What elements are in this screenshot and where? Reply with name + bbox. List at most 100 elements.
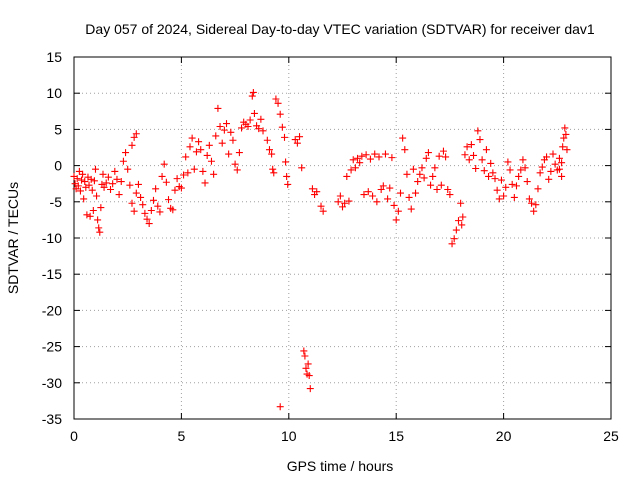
data-point xyxy=(124,165,132,173)
data-point xyxy=(458,221,466,229)
data-point xyxy=(555,154,563,162)
data-point xyxy=(235,149,243,157)
data-point xyxy=(223,120,231,128)
data-point xyxy=(305,372,313,380)
data-point xyxy=(263,136,271,144)
data-point xyxy=(409,165,417,173)
data-point xyxy=(343,172,351,180)
data-point xyxy=(519,156,527,164)
data-point xyxy=(351,164,359,172)
data-point xyxy=(111,167,119,175)
data-point xyxy=(399,134,407,142)
data-point xyxy=(87,175,95,183)
data-point xyxy=(487,159,495,167)
x-axis-label: GPS time / hours xyxy=(287,458,394,474)
data-point xyxy=(283,172,291,180)
data-point xyxy=(201,179,209,187)
data-point xyxy=(214,104,222,112)
data-point xyxy=(80,195,88,203)
y-tick-label: -5 xyxy=(50,194,63,210)
data-point xyxy=(491,175,499,183)
data-point xyxy=(248,92,256,100)
data-point xyxy=(177,184,185,192)
y-tick-label: -30 xyxy=(42,375,62,391)
data-point xyxy=(298,164,306,172)
data-point xyxy=(435,152,443,160)
data-point xyxy=(137,193,145,201)
x-tick-label: 5 xyxy=(178,428,186,444)
data-point xyxy=(216,123,224,131)
data-points xyxy=(70,88,571,411)
data-point xyxy=(259,127,267,135)
data-point xyxy=(379,182,387,190)
data-point xyxy=(349,156,357,164)
data-point xyxy=(561,124,569,132)
data-point xyxy=(130,207,138,215)
data-point xyxy=(369,192,377,200)
data-point xyxy=(480,167,488,175)
data-point xyxy=(119,157,127,165)
data-point xyxy=(405,193,413,201)
data-point xyxy=(345,197,353,205)
data-point xyxy=(182,153,190,161)
data-point xyxy=(218,139,226,147)
data-point xyxy=(384,195,392,203)
data-point xyxy=(229,136,237,144)
data-point xyxy=(517,166,525,174)
y-tick-label: 0 xyxy=(54,158,62,174)
data-point xyxy=(83,211,91,219)
data-point xyxy=(446,191,454,199)
data-point xyxy=(128,141,136,149)
data-point xyxy=(497,176,505,184)
data-point xyxy=(199,167,207,175)
data-point xyxy=(197,146,205,154)
data-point xyxy=(317,202,325,210)
data-point xyxy=(392,216,400,224)
data-point xyxy=(532,201,540,209)
data-point xyxy=(207,157,215,165)
data-point xyxy=(91,165,99,173)
data-point xyxy=(132,189,140,197)
data-point xyxy=(403,170,411,178)
data-point xyxy=(448,240,456,248)
data-point xyxy=(188,134,196,142)
data-point xyxy=(74,182,82,190)
data-point xyxy=(78,176,86,184)
data-point xyxy=(304,360,312,368)
data-point xyxy=(381,150,389,158)
data-point xyxy=(134,180,142,188)
y-tick-label: 15 xyxy=(46,49,62,65)
data-point xyxy=(162,178,170,186)
data-point xyxy=(184,169,192,177)
data-point xyxy=(291,136,299,144)
data-point xyxy=(515,172,523,180)
data-point xyxy=(424,149,432,157)
data-point xyxy=(489,169,497,177)
data-point xyxy=(152,185,160,193)
data-point xyxy=(158,172,166,180)
data-point xyxy=(547,167,555,175)
data-point xyxy=(293,139,301,147)
data-point xyxy=(407,205,415,213)
data-point xyxy=(427,181,435,189)
data-point xyxy=(536,169,544,177)
data-point xyxy=(528,199,536,207)
data-point xyxy=(418,164,426,172)
data-point xyxy=(525,195,533,203)
data-point xyxy=(461,151,469,159)
data-point xyxy=(281,133,289,141)
data-point xyxy=(81,178,89,186)
data-point xyxy=(373,198,381,206)
data-point xyxy=(444,185,452,193)
y-tick-label: -35 xyxy=(42,411,62,427)
data-point xyxy=(414,178,422,186)
data-point xyxy=(506,166,514,174)
data-point xyxy=(476,136,484,144)
data-point xyxy=(465,156,473,164)
data-point xyxy=(73,175,81,183)
data-point xyxy=(75,167,83,175)
data-point xyxy=(212,132,220,140)
data-point xyxy=(422,154,430,162)
data-point xyxy=(156,208,164,216)
